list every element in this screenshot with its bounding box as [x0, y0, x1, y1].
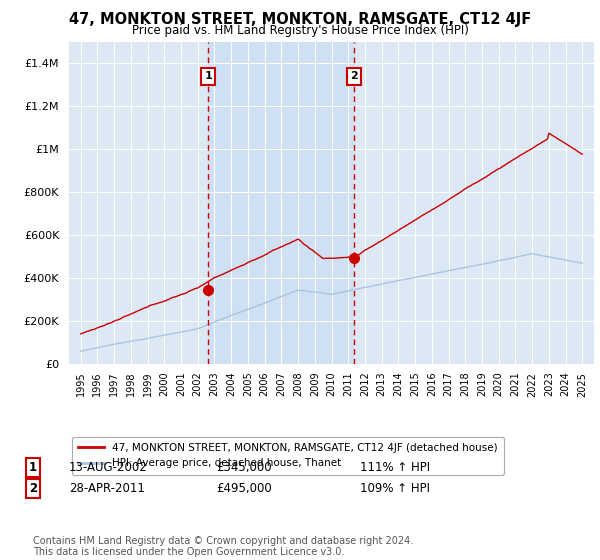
Text: 28-APR-2011: 28-APR-2011: [69, 482, 145, 495]
Text: 1: 1: [29, 461, 37, 474]
Text: 2: 2: [29, 482, 37, 495]
Text: £345,000: £345,000: [216, 461, 272, 474]
Legend: 47, MONKTON STREET, MONKTON, RAMSGATE, CT12 4JF (detached house), HPI: Average p: 47, MONKTON STREET, MONKTON, RAMSGATE, C…: [71, 437, 504, 474]
Text: 1: 1: [204, 71, 212, 81]
Text: 111% ↑ HPI: 111% ↑ HPI: [360, 461, 430, 474]
Text: 47, MONKTON STREET, MONKTON, RAMSGATE, CT12 4JF: 47, MONKTON STREET, MONKTON, RAMSGATE, C…: [69, 12, 531, 27]
Text: 109% ↑ HPI: 109% ↑ HPI: [360, 482, 430, 495]
Bar: [208, 42, 354, 364]
Text: Price paid vs. HM Land Registry's House Price Index (HPI): Price paid vs. HM Land Registry's House …: [131, 24, 469, 36]
Text: 2: 2: [350, 71, 358, 81]
Text: £495,000: £495,000: [216, 482, 272, 495]
Text: 13-AUG-2002: 13-AUG-2002: [69, 461, 148, 474]
Text: Contains HM Land Registry data © Crown copyright and database right 2024.
This d: Contains HM Land Registry data © Crown c…: [33, 535, 413, 557]
